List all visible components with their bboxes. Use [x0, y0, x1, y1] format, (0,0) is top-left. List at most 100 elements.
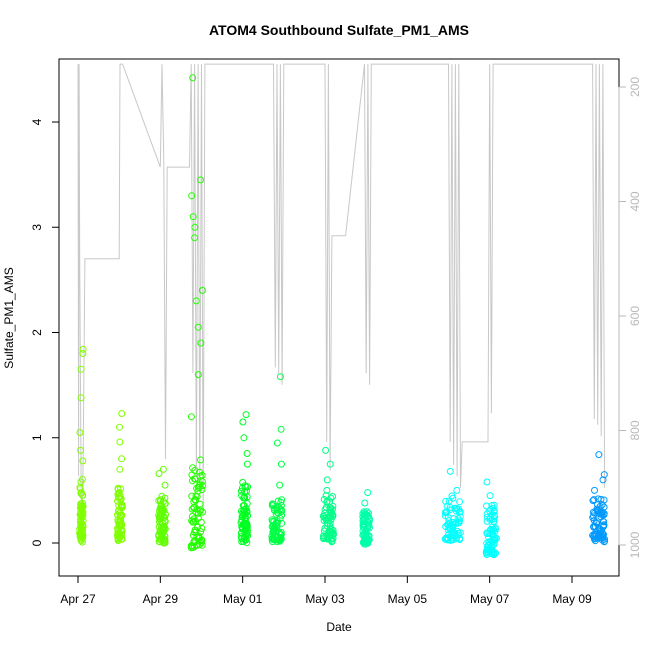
data-point: [329, 505, 336, 513]
data-point: [597, 531, 605, 539]
data-point: [322, 446, 330, 454]
data-point: [187, 413, 195, 421]
points-layer: [76, 74, 609, 559]
data-point: [187, 544, 195, 552]
data-point: [455, 519, 463, 527]
data-point: [243, 460, 251, 468]
data-point: [361, 527, 369, 535]
data-point: [114, 534, 122, 542]
data-point: [155, 470, 163, 477]
data-point: [77, 394, 85, 402]
data-point: [157, 535, 165, 543]
plot-frame: [58, 58, 620, 577]
point-group: [114, 410, 126, 545]
data-point: [240, 434, 248, 442]
data-point: [79, 457, 87, 465]
data-point: [193, 484, 201, 492]
x-tick-label: May 07: [470, 592, 510, 606]
data-point: [600, 518, 608, 526]
data-point: [116, 423, 123, 431]
data-point: [490, 540, 498, 548]
data-point: [442, 509, 450, 517]
data-point: [188, 517, 196, 525]
data-point: [158, 492, 166, 500]
data-point: [364, 489, 372, 496]
data-point: [242, 508, 250, 516]
data-point: [590, 523, 598, 531]
y-tick-label: 0: [30, 539, 44, 546]
data-point: [196, 468, 203, 476]
data-point: [488, 530, 496, 538]
data-point: [77, 365, 85, 373]
point-group: [589, 451, 609, 546]
data-point: [444, 526, 452, 534]
data-point: [240, 538, 247, 545]
data-point: [276, 535, 284, 543]
data-point: [277, 425, 285, 433]
point-group: [237, 411, 252, 547]
data-point: [189, 518, 197, 526]
data-point: [197, 176, 204, 184]
data-point: [326, 460, 334, 468]
data-point: [589, 497, 597, 505]
data-point: [277, 460, 285, 468]
data-point: [157, 496, 165, 504]
data-point: [590, 533, 598, 541]
data-point: [443, 508, 451, 516]
data-point: [321, 509, 329, 517]
data-point: [320, 517, 328, 524]
data-point: [486, 514, 494, 522]
data-point: [590, 496, 598, 504]
data-point: [442, 497, 450, 505]
data-point: [191, 537, 199, 545]
data-point: [243, 450, 251, 457]
data-point: [449, 522, 456, 530]
data-point: [446, 503, 454, 511]
chart-title: ATOM4 Southbound Sulfate_PM1_AMS: [209, 22, 469, 38]
data-point: [157, 511, 165, 519]
data-point: [199, 508, 206, 516]
data-point: [156, 513, 164, 521]
point-group: [319, 446, 337, 546]
data-point: [76, 429, 84, 436]
secondary-tick-label: 800: [628, 420, 642, 440]
data-point: [118, 512, 126, 519]
data-point: [600, 510, 608, 518]
x-tick-label: Apr 27: [60, 592, 96, 606]
secondary-tick-label: 400: [628, 191, 642, 211]
data-point: [239, 509, 247, 517]
data-point: [278, 511, 286, 519]
data-point: [277, 498, 285, 506]
y-axis-label: Sulfate_PM1_AMS: [2, 267, 16, 368]
data-point: [361, 536, 369, 544]
x-tick-label: May 09: [552, 592, 592, 606]
x-axis: Apr 27 Apr 29 May 01 May 03 May 05 May 07 May …: [60, 575, 592, 606]
data-point: [118, 526, 126, 534]
data-point: [361, 499, 369, 507]
data-point: [197, 456, 204, 464]
data-point: [326, 520, 334, 528]
data-point: [594, 508, 602, 516]
secondary-series-line: [77, 63, 606, 534]
data-point: [116, 438, 124, 446]
data-point: [441, 512, 449, 520]
data-point: [488, 516, 496, 524]
data-point: [240, 502, 248, 510]
data-point: [483, 502, 490, 510]
data-point: [364, 521, 372, 529]
data-point: [161, 500, 169, 508]
data-point: [116, 465, 124, 473]
data-point: [196, 537, 204, 545]
data-point: [456, 529, 464, 537]
data-point: [360, 539, 368, 547]
data-point: [277, 502, 285, 509]
data-point: [456, 536, 464, 543]
data-point: [189, 74, 197, 82]
data-point: [598, 501, 606, 509]
data-point: [241, 493, 249, 501]
data-point: [77, 446, 85, 454]
data-point: [77, 500, 85, 508]
data-point: [323, 486, 331, 494]
point-group: [76, 345, 87, 546]
data-point: [327, 531, 335, 538]
